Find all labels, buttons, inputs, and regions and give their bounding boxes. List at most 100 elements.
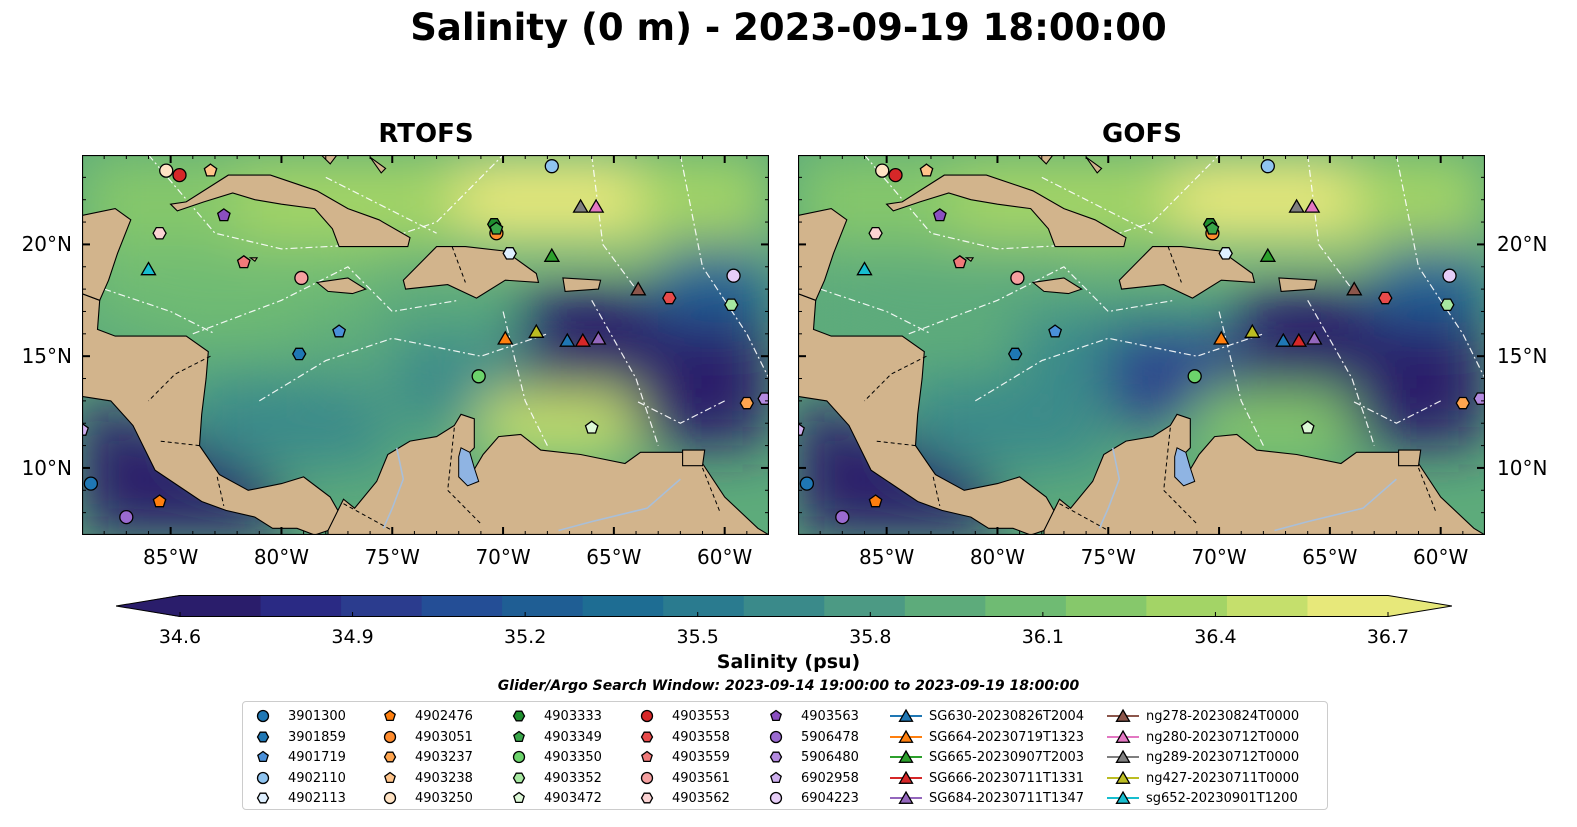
colorbar-tick-label: 36.7 [1366,626,1410,648]
panel-title-rtofs: RTOFS [378,119,474,149]
platform-marker [203,163,218,177]
legend-marker-icon [641,750,653,763]
legend-marker-icon [384,771,396,783]
salinity-region [458,155,636,245]
x-tick-label: 65°W [1302,545,1358,569]
x-tick-label: 75°W [1080,545,1136,569]
platform-marker [294,270,309,286]
colorbar-bin [341,595,423,617]
legend-marker-icon [769,730,783,743]
legend-marker-icon [257,750,269,763]
figure-title: Salinity (0 m) - 2023-09-19 18:00:00 [410,6,1167,49]
platform-marker [1007,347,1023,361]
colorbar-extend-low [116,595,180,617]
legend-marker-icon [1107,749,1139,764]
colorbar-tick-label: 35.5 [676,626,719,648]
legend-marker-icon [1107,770,1139,784]
platform-marker [724,298,739,312]
legend-label: 6904223 [801,791,859,807]
legend-marker [256,771,270,784]
platform-marker [584,420,599,434]
legend-marker-icon [769,751,783,763]
colorbar-bin [1307,595,1389,617]
legend-label: 4903352 [544,770,602,786]
platform-marker [291,347,307,361]
y-tick-label: 20°N [1497,232,1548,257]
panel-title-gofs: GOFS [1102,119,1182,149]
eez-boundary [864,155,1220,250]
legend-marker-icon [384,709,396,722]
eez-boundary [148,155,504,250]
legend-marker-icon [1107,729,1139,743]
colorbar-bin [1065,595,1147,617]
legend-marker [640,771,654,784]
platform-marker [152,226,167,240]
platform-marker [159,163,174,178]
country-border [343,503,393,531]
legend-marker-icon [512,710,526,722]
legend-marker [640,709,654,723]
y-tick-label: 20°N [21,232,72,257]
eez-boundary [104,288,216,335]
legend-label: 4903051 [415,729,473,745]
legend-marker [256,731,270,743]
x-tick-label: 80°W [253,545,310,569]
platform-marker [868,226,883,240]
legend-label: 4903349 [544,729,602,745]
river [558,478,681,532]
platform-marker [489,221,504,235]
legend-marker-icon [513,792,525,804]
land-hispaniola [1118,246,1256,299]
x-tick-label: 80°W [969,545,1026,569]
platform-marker [543,247,561,262]
land-yucatan [82,208,132,301]
legend-marker [256,709,270,723]
legend-marker [383,730,397,743]
legend-marker [641,750,653,763]
platform-marker [835,509,850,525]
platform-marker [172,167,187,183]
colorbar-tick-label: 34.6 [158,626,202,648]
legend-label: 4903553 [672,709,730,724]
legend-marker [257,750,269,763]
platform-marker [216,208,231,222]
colorbar-bin [1146,595,1228,617]
x-tick-label: 60°W [1413,545,1469,569]
legend-marker-icon [256,709,270,723]
legend-marker [898,708,914,722]
eez-boundary [679,155,769,379]
legend-label: 4903561 [672,770,730,786]
platform-marker [1442,268,1457,283]
legend-marker-icon [890,791,922,805]
colorbar-bin [824,595,906,617]
legend-label: SG630-20230826T2004 [929,709,1085,724]
legend-marker [769,730,783,743]
eez-boundary [635,400,725,424]
country-border [932,476,941,507]
salinity-region [525,289,659,390]
eez-boundary [1395,155,1485,379]
colorbar-tick-label: 36.4 [1194,626,1237,648]
x-tick-label: 65°W [586,545,642,569]
country-border [1059,503,1109,531]
legend-marker [513,730,525,742]
platform-marker [82,422,89,436]
legend-label: 4903333 [544,709,602,724]
land-bahamas2 [1085,156,1103,174]
platform-marker [1473,392,1485,405]
x-tick-label: 70°W [475,545,531,569]
land-hispaniola [402,246,540,299]
legend-label: 4903237 [415,750,473,766]
legend-marker-icon [770,771,782,783]
land-centralAmerica [798,293,1056,535]
legend-label: 4903558 [672,729,730,745]
platform-marker [574,332,592,347]
legend-marker-icon [383,751,397,763]
legend-marker-icon [512,751,526,764]
x-tick-label: 85°W [859,545,915,569]
platform-marker [236,254,251,269]
platform-marker [152,494,167,508]
platform-marker [1010,270,1025,286]
legend-label: ng289-20230712T0000 [1146,750,1300,766]
platform-marker [1303,198,1321,213]
